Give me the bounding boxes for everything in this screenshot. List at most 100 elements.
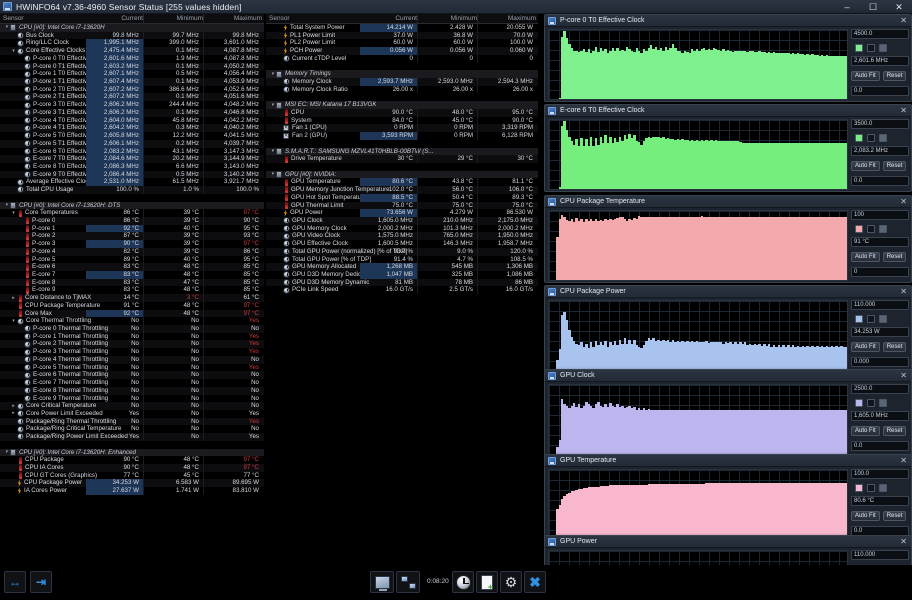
graph-panel[interactable]: E-core 6 T0 Effective Clock ✕ 3500.0 2,083.…: [544, 104, 912, 192]
series-color-swatch-empty[interactable]: [867, 44, 875, 52]
tree-toggle-icon[interactable]: ▾: [12, 47, 15, 54]
sensor-table-middle[interactable]: Sensor Current Minimum Maximum Total Sys…: [266, 14, 538, 565]
tree-toggle-icon[interactable]: ▾: [12, 317, 15, 324]
graph-plot-area[interactable]: [548, 210, 848, 281]
auto-fit-button[interactable]: Auto Fit: [851, 252, 880, 262]
sensor-row[interactable]: ▸ Core Distance to TjMAX 14 °C 3 °C 61 °C: [0, 294, 264, 302]
graph-close-icon[interactable]: ✕: [900, 196, 907, 206]
graph-plot-area[interactable]: [548, 300, 848, 371]
graph-title-bar[interactable]: CPU Package Temperature ✕: [545, 196, 911, 208]
sensor-row[interactable]: E-core 6 83 °C 48 °C 85 °C: [0, 263, 264, 271]
sensor-row[interactable]: ▾ Core Thermal Throttling No No Yes: [0, 317, 264, 326]
sensor-row[interactable]: P-core 1 T0 Effective Clock 2,607.1 MHz 0.…: [0, 70, 264, 79]
graph-y-min[interactable]: 0: [851, 267, 909, 277]
sensor-row[interactable]: Ring/LLC Clock 1,995.1 MHz 399.0 MHz 3,691.…: [0, 39, 264, 48]
graph-y-max[interactable]: 110.000: [851, 300, 909, 310]
sensor-group-row[interactable]: ▾ CPU [#0]: Intel Core i7-13620H: Enhance…: [0, 448, 264, 457]
close-button[interactable]: ✕: [895, 1, 903, 12]
sensor-row[interactable]: P-core 1 T1 Effective Clock 2,607.4 MHz 0.…: [0, 78, 264, 86]
sensor-row[interactable]: P-core 1 92 °C 40 °C 95 °C: [0, 224, 264, 233]
start-logging-button[interactable]: [476, 571, 498, 593]
sensor-row[interactable]: E-core 8 Thermal Throttling No No No: [0, 386, 264, 395]
graph-plot-area[interactable]: [548, 384, 848, 455]
sensor-row[interactable]: Total GPU Power [% of TDP] 91.4 % 4.7 % 108…: [266, 255, 538, 264]
sensor-row[interactable]: CPU Package Temperature 91 °C 48 °C 97 °C: [0, 301, 264, 310]
tree-toggle-icon[interactable]: ▾: [271, 171, 274, 178]
sensor-row[interactable]: GPU D3D Memory Dedicated 1,047 MB 325 MB 1,…: [266, 271, 538, 279]
sensor-row[interactable]: Package/Ring Critical Temperature No No No: [0, 425, 264, 434]
series-color-swatch-empty[interactable]: [867, 399, 875, 407]
sensor-row[interactable]: CPU IA Cores 90 °C 48 °C 97 °C: [0, 463, 264, 472]
sensor-row[interactable]: System 84.0 °C 45.0 °C 90.0 °C: [266, 116, 538, 125]
graph-close-icon[interactable]: ✕: [900, 286, 907, 296]
tree-toggle-icon[interactable]: ▾: [5, 448, 8, 455]
reset-button[interactable]: Reset: [882, 71, 907, 81]
sensor-row[interactable]: E-core 7 T0 Effective Clock 2,084.6 MHz 20…: [0, 155, 264, 163]
graph-close-icon[interactable]: ✕: [900, 455, 907, 465]
sensor-row[interactable]: PL2 Power Limit 60.0 W 60.0 W 100.0 W: [266, 39, 538, 48]
graph-y-max[interactable]: 100.0: [851, 469, 909, 479]
sensor-row[interactable]: Total CPU Usage 100.0 % 1.0 % 100.0 %: [0, 186, 264, 194]
sensor-row[interactable]: P-core 3 T1 Effective Clock 2,606.2 MHz 0.…: [0, 108, 264, 117]
graph-y-min[interactable]: 0.0: [851, 176, 909, 186]
tree-toggle-icon[interactable]: ▸: [12, 410, 15, 417]
series-color-swatch-gray[interactable]: [879, 399, 887, 407]
sensor-row[interactable]: P-core 4 Thermal Throttling No No No: [0, 355, 264, 364]
graph-close-icon[interactable]: ✕: [900, 536, 907, 546]
tree-toggle-icon[interactable]: ▾: [5, 24, 8, 31]
series-color-swatch-empty[interactable]: [867, 134, 875, 142]
graph-y-max[interactable]: 3500.0: [851, 119, 909, 129]
series-color-swatch-empty[interactable]: [867, 315, 875, 323]
sensor-row[interactable]: E-core 8 83 °C 47 °C 85 °C: [0, 278, 264, 287]
sensor-row[interactable]: P-core 0 T1 Effective Clock 2,603.2 MHz 0.…: [0, 62, 264, 71]
tree-toggle-icon[interactable]: ▾: [271, 70, 274, 77]
sensor-row[interactable]: P-core 0 T0 Effective Clock 2,601.6 MHz 1.…: [0, 54, 264, 63]
sensor-row[interactable]: ✕ Fan 1 (CPU) 0 RPM 0 RPM 3,319 RPM: [266, 124, 538, 133]
sensor-row[interactable]: GPU D3D Memory Dynamic 81 MB 78 MB 86 MB: [266, 278, 538, 287]
reset-button[interactable]: Reset: [882, 511, 907, 521]
sensor-row[interactable]: P-core 4 82 °C 39 °C 86 °C: [0, 247, 264, 256]
tree-toggle-icon[interactable]: ▸: [12, 294, 15, 301]
sensor-row[interactable]: P-core 2 T1 Effective Clock 2,607.2 MHz 0.…: [0, 93, 264, 102]
graph-y-min[interactable]: 0.0: [851, 441, 909, 451]
sensor-row[interactable]: Total System Power 14.214 W 2.428 W 20.055 …: [266, 24, 538, 32]
sensor-row[interactable]: E-core 6 Thermal Throttling No No No: [0, 371, 264, 380]
sensor-row[interactable]: E-core 9 T0 Effective Clock 2,086.4 MHz 0.…: [0, 170, 264, 179]
sensor-row[interactable]: GPU Memory Allocated 1,268 MB 545 MB 1,306 …: [266, 263, 538, 271]
remote-sensor-button[interactable]: [396, 571, 420, 593]
settings-button[interactable]: ⚙: [500, 571, 522, 593]
sensor-row[interactable]: E-core 7 83 °C 48 °C 85 °C: [0, 271, 264, 279]
sensor-row[interactable]: CPU 90.0 °C 48.0 °C 95.0 °C: [266, 108, 538, 117]
graph-y-max[interactable]: 2500.0: [851, 384, 909, 394]
series-color-swatch[interactable]: [855, 315, 863, 323]
sensor-row[interactable]: P-core 3 Thermal Throttling No No Yes: [0, 348, 264, 356]
tree-toggle-icon[interactable]: ▾: [5, 201, 8, 208]
graph-title-bar[interactable]: GPU Temperature ✕: [545, 455, 911, 467]
sensor-row[interactable]: P-core 4 T1 Effective Clock 2,604.2 MHz 0.…: [0, 124, 264, 133]
series-color-swatch-empty[interactable]: [867, 484, 875, 492]
series-color-swatch-gray[interactable]: [879, 134, 887, 142]
sensor-row[interactable]: Memory Clock Ratio 26.00 x 26.00 x 26.00 x: [266, 85, 538, 94]
graph-y-min[interactable]: 0.0: [851, 86, 909, 96]
sensor-row[interactable]: GPU Video Clock 1,575.0 MHz 765.0 MHz 1,950…: [266, 232, 538, 241]
sensor-row[interactable]: P-core 2 T0 Effective Clock 2,607.2 MHz 38…: [0, 85, 264, 94]
graph-title-bar[interactable]: E-core 6 T0 Effective Clock ✕: [545, 105, 911, 117]
sensor-table-left[interactable]: Sensor Current Minimum Maximum ▾ CPU [#0]…: [0, 14, 264, 565]
graph-close-icon[interactable]: ✕: [900, 105, 907, 115]
sensor-row[interactable]: E-core 8 T0 Effective Clock 2,086.3 MHz 6.…: [0, 162, 264, 171]
graph-title-bar[interactable]: GPU Clock ✕: [545, 370, 911, 382]
sensor-row[interactable]: E-core 9 83 °C 48 °C 85 °C: [0, 286, 264, 295]
graph-plot-area[interactable]: [548, 29, 848, 100]
tree-toggle-icon[interactable]: ▾: [271, 147, 274, 154]
sensor-row[interactable]: ▸ Core Power Limit Exceeded Yes No Yes: [0, 409, 264, 418]
graph-panel[interactable]: GPU Clock ✕ 2500.0 1,605.0 MHz Auto Fit Reset…: [544, 369, 912, 457]
graph-close-icon[interactable]: ✕: [900, 370, 907, 380]
sensor-row[interactable]: Average Effective Clock 2,531.0 MHz 61.5 M…: [0, 178, 264, 187]
graph-y-max[interactable]: 4500.0: [851, 29, 909, 39]
auto-fit-button[interactable]: Auto Fit: [851, 71, 880, 81]
sensor-row[interactable]: CPU Package Power 34.253 W 6.583 W 89.695 W: [0, 479, 264, 488]
reset-button[interactable]: Reset: [882, 342, 907, 352]
sensor-row[interactable]: PCIe Link Speed 16.0 GT/s 2.5 GT/s 16.0 GT/…: [266, 286, 538, 295]
minimize-button[interactable]: –: [844, 1, 850, 12]
window-title-bar[interactable]: HWiNFO64 v7.36-4960 Sensor Status [255 v…: [0, 0, 912, 14]
